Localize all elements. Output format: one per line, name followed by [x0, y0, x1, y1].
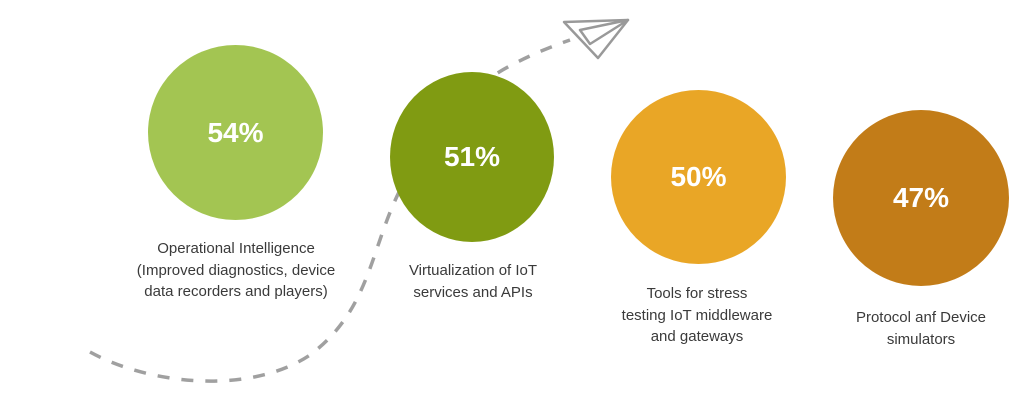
label-line: (Improved diagnostics, device [136, 261, 336, 279]
label-stress-testing-tools: Tools for stress testing IoT middleware … [567, 283, 827, 348]
percentage-value: 51% [443, 141, 501, 172]
label-virtualization: Virtualization of IoT services and APIs [343, 260, 603, 303]
label-protocol-simulators: Protocol anf Device simulators [791, 307, 1024, 350]
percentage-value: 47% [892, 182, 950, 213]
label-line: services and APIs [413, 283, 533, 301]
label-line: Virtualization of IoT [408, 262, 538, 279]
label-line: Tools for stress [646, 285, 748, 302]
circle-operational-intelligence: 54% [148, 45, 323, 220]
label-line: Protocol anf Device [855, 309, 987, 326]
circle-protocol-simulators: 47% [833, 110, 1009, 286]
label-line: simulators [886, 330, 956, 348]
percentage-value: 50% [670, 161, 727, 192]
circle-stress-testing-tools: 50% [611, 90, 786, 264]
label-line: data recorders and players) [144, 283, 328, 300]
label-line: testing IoT middleware [621, 306, 773, 324]
circle-virtualization: 51% [390, 72, 554, 242]
percentage-value: 54% [207, 116, 264, 148]
label-line: and gateways [650, 328, 744, 345]
label-line: Operational Intelligence [157, 240, 315, 257]
label-operational-intelligence: Operational Intelligence (Improved diagn… [106, 238, 366, 303]
paper-plane-icon [562, 18, 630, 60]
